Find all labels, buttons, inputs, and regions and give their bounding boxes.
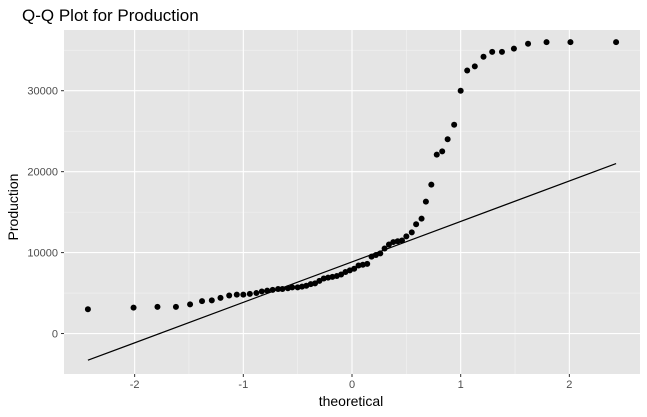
chart-title: Q-Q Plot for Production (22, 6, 199, 25)
data-point (439, 148, 446, 155)
y-tick-label: 0 (52, 329, 58, 341)
data-point (279, 286, 286, 293)
data-point (233, 291, 240, 298)
data-point (457, 87, 464, 94)
data-point (364, 260, 371, 267)
data-point (275, 286, 282, 293)
data-point (253, 290, 260, 297)
y-tick-label: 30000 (27, 86, 58, 98)
data-point (84, 306, 91, 313)
data-point (613, 39, 620, 46)
y-tick-label: 10000 (27, 248, 58, 260)
data-point (226, 292, 233, 299)
data-point (258, 288, 265, 295)
data-point (199, 298, 206, 305)
x-tick-label: -2 (130, 379, 140, 391)
data-point (498, 48, 505, 55)
data-point (480, 53, 487, 60)
data-point (264, 287, 271, 294)
y-axis: 0 10000 20000 30000 (27, 86, 64, 341)
x-tick-label: 1 (458, 379, 464, 391)
y-tick-label: 20000 (27, 167, 58, 179)
data-point (172, 303, 179, 310)
data-point (408, 229, 415, 236)
x-axis: -2 -1 0 1 2 (130, 374, 572, 391)
data-point (525, 40, 532, 47)
data-point (433, 151, 440, 158)
data-point (130, 304, 137, 311)
x-axis-title: theoretical (319, 393, 384, 409)
reference-line-layer (87, 162, 617, 361)
data-point (246, 290, 253, 297)
data-point (398, 237, 405, 244)
data-point (351, 265, 358, 272)
data-point (240, 291, 247, 298)
data-point (510, 45, 517, 52)
data-point (381, 245, 388, 252)
points-layer (84, 39, 620, 313)
data-point (269, 286, 276, 293)
data-point (471, 63, 478, 70)
qq-reference-line (87, 162, 617, 361)
data-point (543, 39, 550, 46)
x-tick-label: -1 (238, 379, 248, 391)
data-point (208, 297, 215, 304)
data-point (422, 198, 429, 205)
data-point (444, 136, 451, 143)
data-point (154, 303, 161, 310)
y-axis-title: Production (5, 174, 21, 241)
data-point (187, 301, 194, 308)
data-point (289, 284, 296, 291)
data-point (413, 221, 420, 228)
data-point (403, 233, 410, 240)
data-point (428, 181, 435, 188)
data-point (418, 215, 425, 222)
x-tick-label: 2 (566, 379, 572, 391)
data-point (567, 39, 574, 46)
data-point (464, 67, 471, 74)
data-point (489, 48, 496, 55)
data-point (377, 250, 384, 257)
data-point (451, 121, 458, 128)
x-tick-label: 0 (349, 379, 355, 391)
data-point (217, 294, 224, 301)
